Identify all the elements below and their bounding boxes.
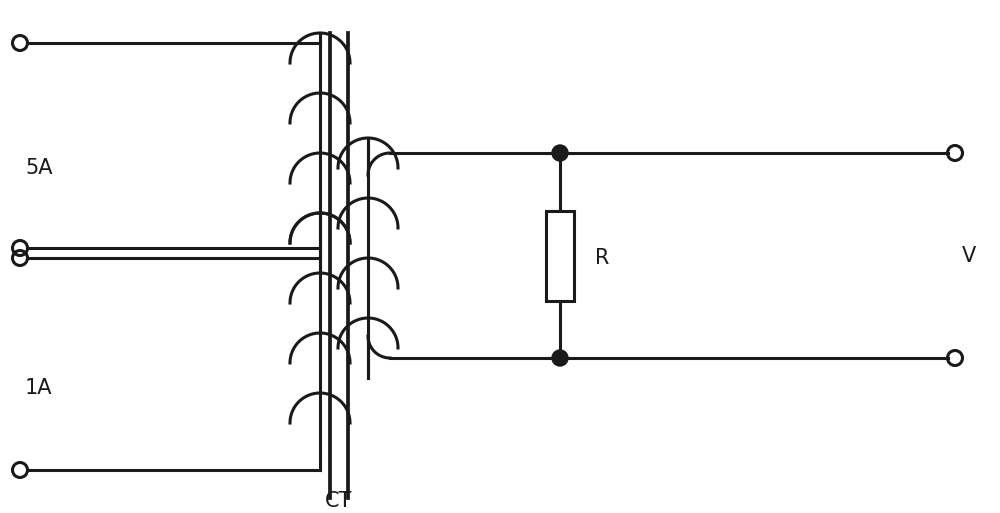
Circle shape bbox=[552, 145, 568, 161]
Text: V: V bbox=[962, 246, 976, 266]
Text: 1A: 1A bbox=[25, 378, 52, 398]
Text: 5A: 5A bbox=[25, 158, 52, 178]
Bar bbox=[546, 210, 574, 301]
Text: CT: CT bbox=[325, 491, 353, 511]
Circle shape bbox=[552, 350, 568, 366]
Text: R: R bbox=[595, 248, 609, 268]
